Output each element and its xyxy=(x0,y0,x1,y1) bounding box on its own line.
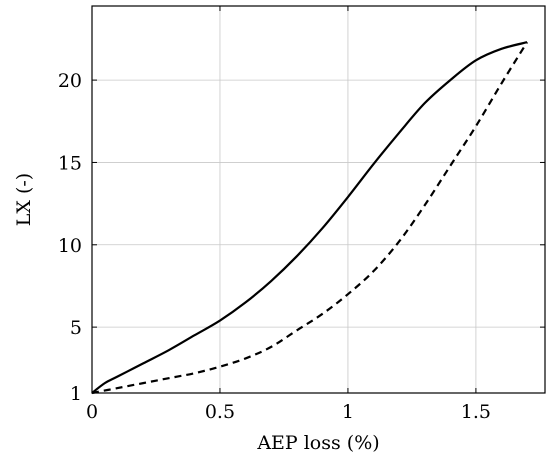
y-tick-label: 5 xyxy=(70,317,82,339)
y-tick-label: 10 xyxy=(58,235,82,257)
grid xyxy=(92,6,545,393)
y-tick-label: 1 xyxy=(70,383,82,405)
y-tick-label: 20 xyxy=(58,70,82,92)
x-tick-label: 0.5 xyxy=(205,401,235,423)
x-tick-label: 1 xyxy=(342,401,354,423)
x-tick-label: 0 xyxy=(86,401,98,423)
x-tick-label: 1.5 xyxy=(461,401,491,423)
y-axis-label: LX (-) xyxy=(13,173,35,226)
y-tick-label: 15 xyxy=(58,152,82,174)
dashed-series-line xyxy=(91,41,529,395)
plot-frame xyxy=(91,5,546,394)
series-group xyxy=(91,41,529,395)
solid-series-line xyxy=(91,41,528,394)
x-axis-label: AEP loss (%) xyxy=(256,432,379,454)
